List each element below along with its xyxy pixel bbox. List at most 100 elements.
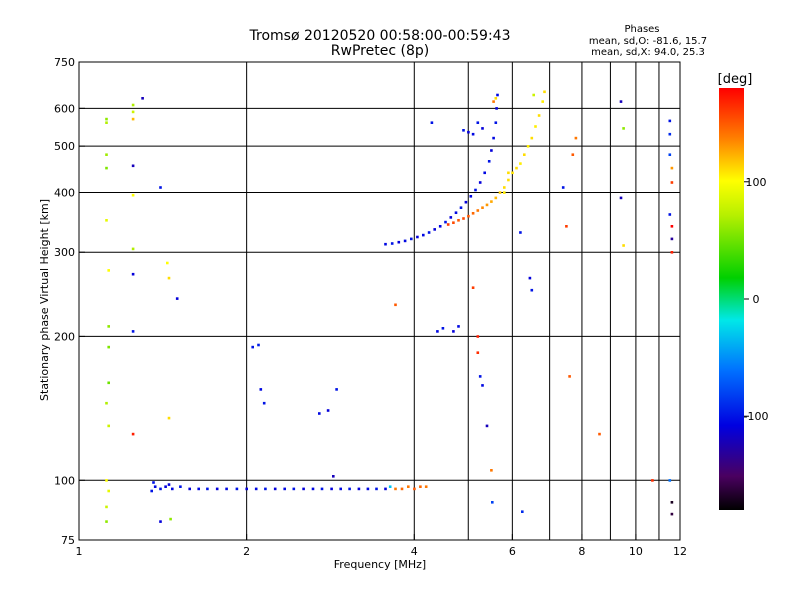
- data-point: [478, 181, 482, 184]
- colorbar-tick-label: -100: [744, 410, 769, 423]
- data-point: [257, 343, 260, 347]
- data-point: [619, 196, 623, 200]
- data-point: [264, 487, 267, 491]
- data-point: [357, 487, 361, 491]
- data-point: [670, 251, 674, 254]
- data-point: [511, 171, 514, 175]
- data-point: [490, 149, 493, 152]
- data-point: [292, 487, 296, 491]
- data-point: [485, 203, 489, 207]
- data-point: [452, 221, 455, 224]
- data-point: [534, 125, 537, 128]
- data-point: [476, 351, 480, 354]
- data-point: [167, 483, 171, 486]
- x-tick-label: 8: [578, 545, 585, 558]
- data-point: [495, 107, 498, 110]
- data-point: [491, 501, 494, 504]
- y-tick-label: 300: [54, 246, 75, 259]
- data-point: [668, 119, 672, 123]
- data-point: [245, 487, 248, 491]
- data-point: [107, 345, 110, 349]
- data-point: [670, 181, 674, 184]
- data-point: [225, 487, 228, 491]
- data-point: [335, 388, 338, 391]
- data-point: [397, 240, 401, 244]
- data-point: [487, 160, 491, 163]
- plot-frame: [78, 61, 681, 541]
- x-axis-label: Frequency [MHz]: [334, 558, 426, 571]
- data-point: [670, 225, 674, 228]
- data-point: [496, 93, 499, 97]
- data-point: [403, 239, 407, 243]
- data-point: [159, 186, 162, 189]
- y-tick-label: 200: [54, 330, 75, 343]
- data-point: [131, 432, 135, 436]
- data-point: [400, 487, 404, 491]
- data-point: [188, 487, 191, 491]
- data-point: [568, 375, 571, 378]
- data-point: [459, 206, 463, 209]
- colorbar-label: [deg]: [718, 72, 753, 87]
- data-point: [105, 166, 108, 170]
- data-point: [668, 213, 672, 216]
- data-point: [273, 487, 277, 491]
- data-point: [481, 206, 484, 209]
- data-point: [394, 487, 397, 491]
- data-point: [215, 487, 219, 491]
- data-point: [670, 237, 674, 241]
- x-tick-label: 6: [509, 545, 516, 558]
- data-point: [670, 501, 674, 504]
- data-point: [449, 216, 453, 219]
- data-point: [494, 121, 498, 124]
- data-point: [388, 485, 392, 488]
- data-point: [457, 219, 460, 222]
- x-tick-label: 4: [411, 545, 418, 558]
- series-2: [446, 90, 546, 226]
- data-point: [107, 325, 110, 328]
- data-point: [467, 130, 470, 134]
- data-point: [485, 424, 489, 428]
- data-point: [521, 510, 524, 513]
- data-point: [107, 381, 110, 385]
- phases-title: Phases: [624, 24, 659, 35]
- series-1: [384, 93, 499, 333]
- data-point: [169, 517, 172, 521]
- data-point: [565, 225, 568, 228]
- chart-title: Tromsø 20120520 00:58:00-00:59:43: [249, 28, 511, 44]
- data-point: [105, 401, 108, 405]
- data-point: [476, 209, 480, 212]
- data-point: [471, 286, 475, 289]
- data-point: [375, 487, 378, 491]
- data-point: [571, 153, 575, 156]
- data-point: [318, 412, 321, 415]
- data-point: [175, 297, 179, 300]
- data-point: [471, 212, 475, 215]
- data-point: [105, 153, 108, 156]
- data-point: [159, 520, 162, 523]
- data-point: [366, 487, 370, 491]
- data-point: [105, 121, 108, 124]
- data-point: [464, 200, 468, 204]
- data-point: [530, 288, 534, 292]
- data-point: [543, 90, 546, 94]
- data-point: [446, 223, 450, 226]
- data-point: [131, 330, 135, 333]
- data-point: [259, 388, 263, 391]
- data-point: [413, 487, 416, 491]
- data-point: [503, 186, 506, 189]
- data-point: [424, 485, 428, 488]
- data-point: [150, 489, 153, 493]
- data-point: [311, 487, 315, 491]
- data-point: [107, 424, 110, 428]
- data-point: [530, 136, 534, 140]
- y-tick-label: 600: [54, 102, 75, 115]
- data-point: [476, 335, 480, 338]
- data-point: [167, 416, 171, 420]
- data-point: [422, 233, 425, 237]
- data-point: [105, 479, 108, 482]
- data-point: [131, 117, 135, 121]
- colorbar-ticks: 100 0 -100: [744, 176, 769, 423]
- x-tick-label: 10: [629, 545, 643, 558]
- data-point: [483, 171, 486, 175]
- data-point: [467, 214, 470, 218]
